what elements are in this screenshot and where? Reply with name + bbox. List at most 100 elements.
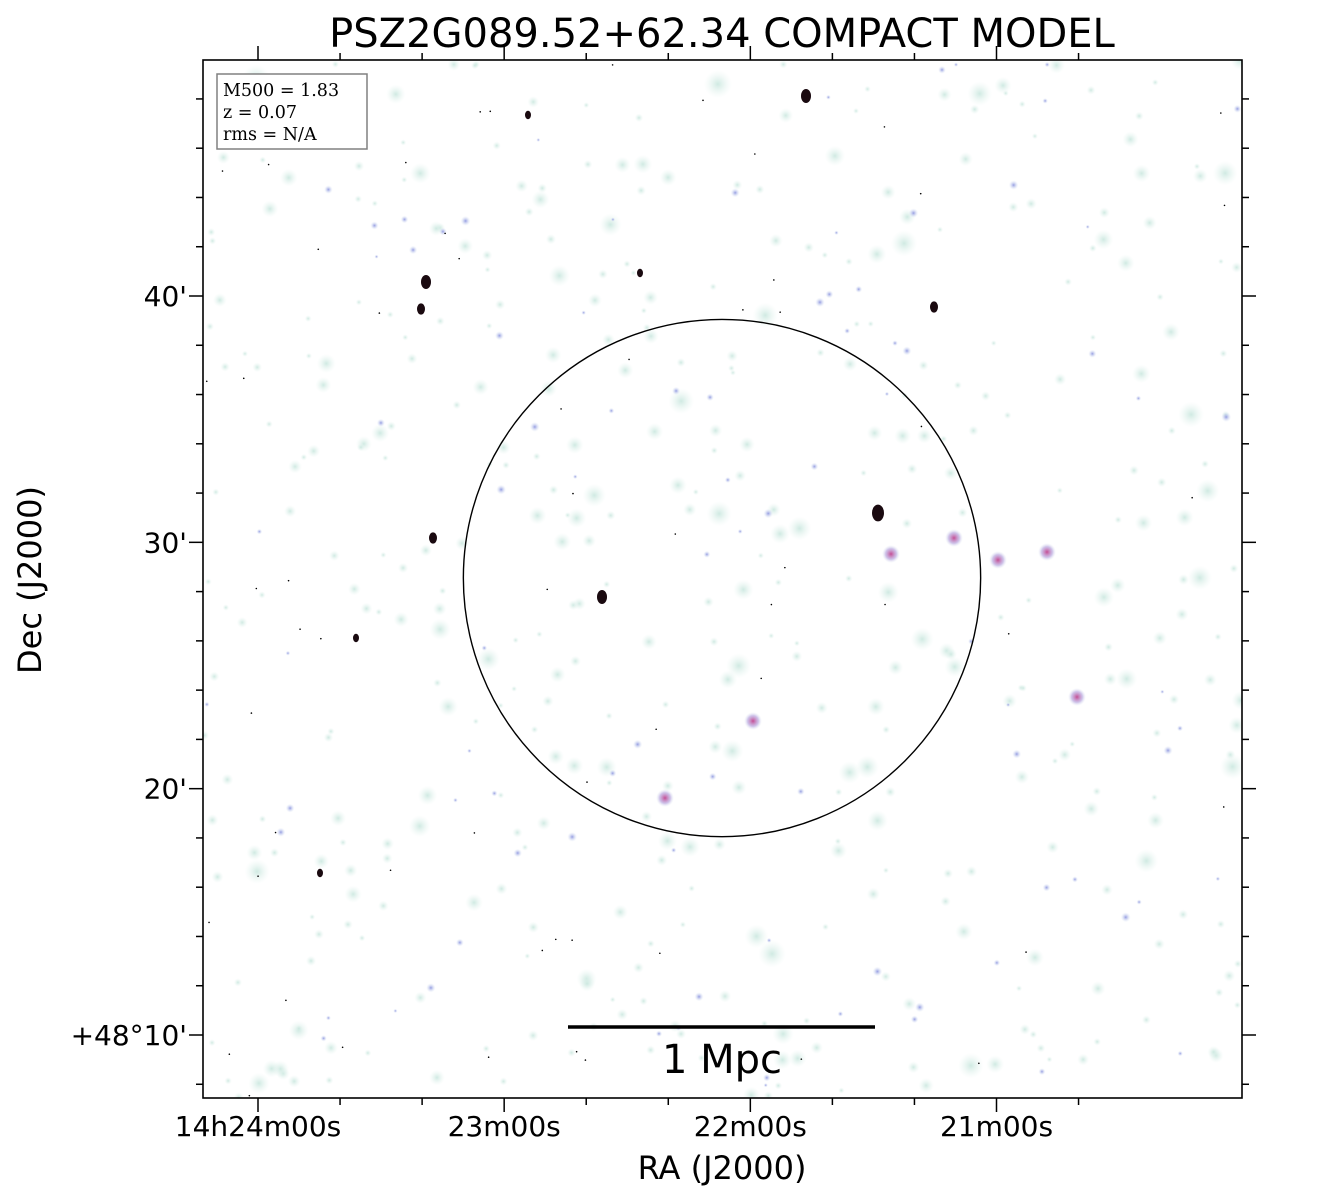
faint-source bbox=[803, 242, 815, 253]
faint-source bbox=[1193, 163, 1201, 170]
point-source bbox=[341, 1046, 344, 1049]
faint-source bbox=[1031, 133, 1038, 140]
point-source bbox=[274, 831, 277, 834]
faint-source bbox=[802, 1017, 811, 1025]
faint-source bbox=[1104, 642, 1113, 652]
faint-source bbox=[1219, 753, 1242, 780]
faint-source bbox=[371, 200, 379, 207]
medium-source bbox=[1120, 912, 1131, 923]
medium-source bbox=[910, 1015, 919, 1024]
point-source bbox=[458, 257, 460, 260]
faint-source bbox=[965, 865, 978, 878]
faint-source bbox=[834, 788, 843, 796]
faint-source bbox=[316, 353, 336, 374]
faint-source bbox=[252, 362, 263, 373]
faint-source bbox=[208, 237, 217, 245]
faint-source bbox=[401, 176, 408, 183]
faint-source bbox=[1093, 587, 1115, 608]
point-source bbox=[554, 938, 557, 941]
medium-source bbox=[908, 208, 919, 218]
x-tick-label: 21m00s bbox=[940, 1110, 1053, 1143]
faint-source bbox=[262, 1059, 281, 1078]
faint-source bbox=[344, 885, 362, 903]
point-source bbox=[760, 677, 763, 680]
plot-area bbox=[203, 60, 1242, 1098]
faint-source bbox=[1019, 1023, 1031, 1035]
faint-source bbox=[943, 466, 958, 481]
point-source bbox=[1191, 496, 1193, 499]
faint-source bbox=[402, 334, 409, 341]
faint-source bbox=[679, 836, 701, 858]
faint-source bbox=[1223, 969, 1236, 982]
medium-source bbox=[763, 1073, 771, 1082]
faint-source bbox=[330, 810, 347, 827]
point-source bbox=[586, 781, 588, 783]
medium-source bbox=[724, 476, 731, 483]
point-source bbox=[655, 728, 657, 731]
faint-source bbox=[763, 1091, 773, 1098]
faint-source bbox=[429, 618, 451, 641]
faint-source bbox=[770, 523, 790, 544]
plot-frame bbox=[202, 59, 1243, 1099]
faint-source bbox=[208, 1039, 216, 1047]
faint-source bbox=[1178, 401, 1205, 428]
faint-source bbox=[709, 283, 717, 291]
faint-source bbox=[852, 107, 860, 114]
point-source bbox=[919, 192, 922, 195]
faint-source bbox=[1203, 673, 1217, 687]
faint-source bbox=[1217, 258, 1224, 265]
faint-source bbox=[220, 362, 230, 372]
faint-source bbox=[536, 630, 543, 638]
faint-source bbox=[838, 761, 861, 784]
faint-source bbox=[787, 516, 812, 541]
faint-source bbox=[414, 991, 427, 1004]
faint-source bbox=[497, 702, 504, 709]
faint-source bbox=[548, 485, 559, 495]
faint-source bbox=[661, 700, 670, 709]
faint-source bbox=[907, 1061, 920, 1074]
faint-source bbox=[315, 376, 332, 394]
faint-source bbox=[887, 659, 904, 676]
faint-source bbox=[602, 580, 611, 588]
medium-source bbox=[393, 1008, 398, 1014]
faint-source bbox=[1178, 574, 1190, 586]
point-source bbox=[584, 1059, 587, 1061]
faint-source bbox=[643, 328, 659, 344]
faint-source bbox=[565, 756, 584, 775]
bright-source bbox=[882, 545, 900, 563]
medium-source bbox=[670, 847, 677, 853]
point-source bbox=[884, 603, 886, 606]
faint-source bbox=[360, 602, 373, 615]
faint-source bbox=[1167, 426, 1176, 435]
faint-source bbox=[521, 843, 529, 851]
faint-source bbox=[1088, 244, 1097, 253]
faint-source bbox=[544, 346, 562, 364]
y-tick-label: 30' bbox=[144, 526, 187, 559]
medium-source bbox=[1136, 899, 1142, 905]
faint-source bbox=[472, 378, 489, 396]
faint-source bbox=[241, 350, 248, 357]
medium-source bbox=[694, 992, 704, 1002]
faint-source bbox=[283, 505, 297, 518]
faint-source bbox=[773, 1050, 792, 1070]
medium-source bbox=[400, 215, 409, 224]
medium-source bbox=[763, 1083, 768, 1088]
faint-source bbox=[880, 184, 896, 200]
faint-source bbox=[1086, 85, 1096, 95]
faint-source bbox=[1162, 323, 1180, 341]
faint-source bbox=[300, 453, 308, 461]
medium-source bbox=[902, 346, 912, 356]
point-source bbox=[1223, 204, 1226, 207]
faint-source bbox=[1201, 459, 1210, 468]
medium-source bbox=[1005, 702, 1011, 708]
faint-source bbox=[1142, 215, 1157, 230]
faint-source bbox=[494, 299, 506, 310]
faint-source bbox=[669, 476, 687, 495]
y-axis-label: Dec (J2000) bbox=[11, 486, 49, 674]
faint-source bbox=[512, 827, 523, 838]
faint-source bbox=[553, 532, 572, 551]
point-source bbox=[1222, 806, 1225, 808]
faint-source bbox=[676, 357, 686, 368]
faint-source bbox=[788, 1049, 807, 1068]
faint-source bbox=[709, 637, 719, 647]
